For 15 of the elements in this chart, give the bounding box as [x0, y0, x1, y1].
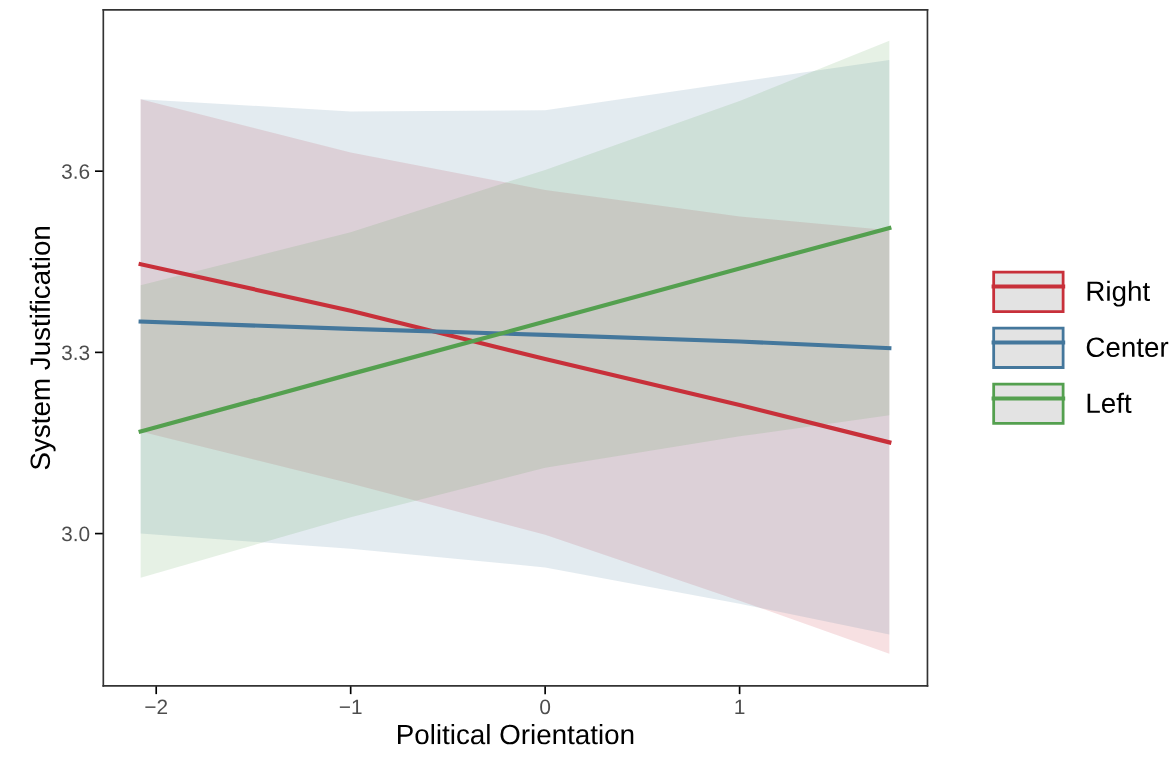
y-tick-label: 3.3: [61, 345, 90, 361]
legend-label: Left: [1087, 392, 1132, 414]
y-tick-label: 3.6: [61, 164, 90, 179]
y-axis-title: System Justification: [29, 226, 56, 470]
x-axis-title: Political Orientation: [398, 723, 634, 745]
y-tick-label: 3.0: [61, 526, 90, 542]
x-tick-label: −2: [145, 699, 168, 715]
x-tick-label: 1: [735, 699, 745, 715]
legend-label: Center: [1086, 337, 1169, 358]
line-series: [138, 319, 892, 351]
line-series: [138, 225, 892, 434]
x-tick-label: −1: [339, 699, 362, 715]
x-tick-label: 0: [540, 699, 551, 715]
line-series: [138, 262, 892, 445]
legend-label: Right: [1087, 280, 1150, 307]
